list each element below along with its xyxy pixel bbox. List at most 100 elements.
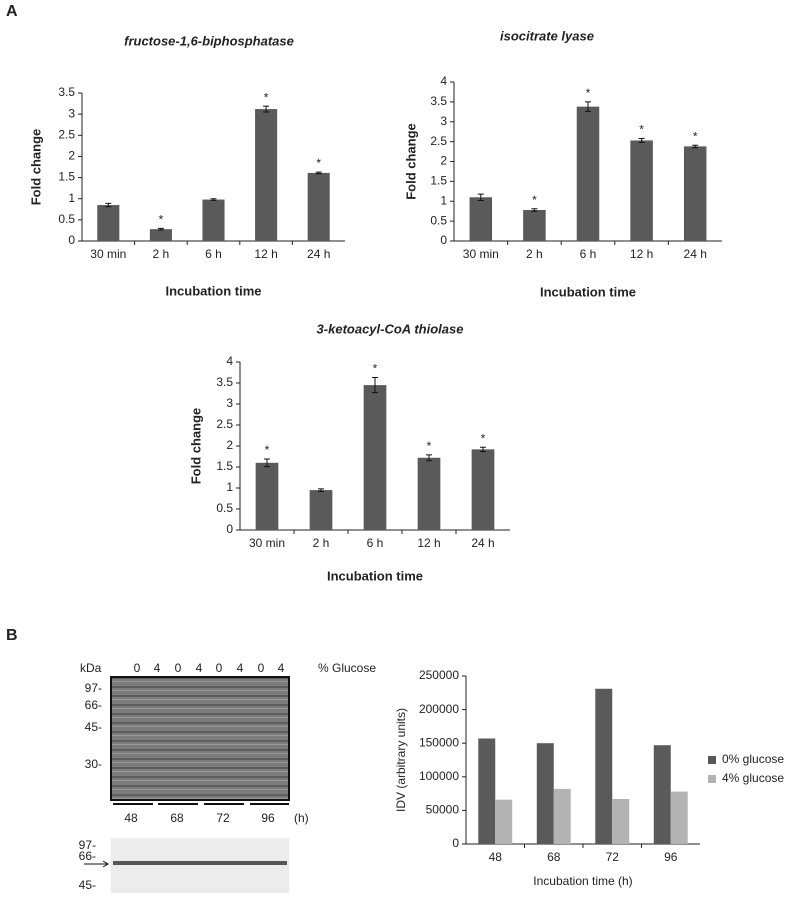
error-bar [157,227,164,231]
bar [307,172,330,241]
time-label: 96 [261,811,275,825]
bar [471,449,495,530]
y-tick-label: 0 [226,522,233,536]
gel-marker: 30- [85,757,102,771]
y-axis-label: IDV (arbitrary units) [394,708,408,812]
x-tick-label: 24 h [684,247,707,261]
y-tick-label: 3 [440,114,447,128]
chart-title: 3-ketoacyl-CoA thiolase [317,321,464,336]
error-bar [477,193,484,201]
error-bar [426,454,432,462]
gel-kda: kDa [80,661,102,675]
significance-marker: * [481,431,486,445]
bar [523,209,546,241]
error-bar [585,101,591,112]
legend-swatch [708,756,716,764]
y-tick-label: 2.5 [430,134,447,148]
y-tick-label: 1 [68,191,75,205]
significance-marker: * [264,90,269,104]
error-bar [480,446,486,452]
lane-label: 4 [237,661,244,675]
lane-label: 0 [216,661,223,675]
y-axis-label: Fold change [403,123,418,200]
x-axis-label: Incubation time [327,568,423,583]
error-bar [315,171,322,175]
panel-label: A [6,3,18,20]
significance-marker: * [159,212,164,226]
y-tick-label: 250000 [419,668,459,682]
significance-marker: * [532,193,537,207]
lane-label: 4 [154,661,161,675]
significance-marker: * [639,123,644,137]
significance-marker: * [427,439,432,453]
x-tick-label: 2 h [153,247,170,261]
y-tick-label: 2.5 [58,127,75,141]
blot-image [111,838,289,893]
y-tick-label: 0 [68,233,75,247]
x-tick-label: 12 h [254,247,277,261]
x-tick-label: 96 [664,850,678,864]
gel-image [110,676,290,801]
y-tick-label: 0 [440,233,447,247]
y-tick-label: 3 [226,396,233,410]
lane-label: 0 [258,661,265,675]
y-tick-label: 3.5 [430,94,447,108]
y-tick-label: 2 [440,154,447,168]
y-tick-label: 2 [226,438,233,452]
error-bar [105,202,112,208]
blot-band [113,861,287,865]
y-axis-label: Fold change [188,408,203,485]
gel-marker: 97- [85,681,102,695]
y-tick-label: 200000 [419,702,459,716]
x-axis-label: Incubation time [540,284,636,299]
x-tick-label: 6 h [205,247,222,261]
bar [553,788,571,844]
error-bar [263,105,270,113]
x-tick-label: 12 h [630,247,653,261]
gel-glucose-label: % Glucose [318,661,376,675]
gel-marker: 45- [85,720,102,734]
y-tick-label: 100000 [419,769,459,783]
legend-label: 4% glucose [722,771,784,785]
y-tick-label: 4 [226,354,233,368]
y-tick-label: 3 [68,106,75,120]
y-tick-label: 0.5 [58,212,75,226]
x-tick-label: 2 h [313,536,330,550]
x-tick-label: 24 h [471,536,494,550]
x-tick-label: 30 min [90,247,126,261]
y-tick-label: 1 [440,193,447,207]
bar [595,688,613,844]
y-tick-label: 0.5 [430,213,447,227]
gel-marker: 66- [85,698,102,712]
x-axis-label: Incubation time [165,283,261,298]
bar [612,798,630,844]
gel: kDa % Glucose 0 4 0 4 0 4 0 4 97- 66- 45… [79,661,376,893]
lane-label: 0 [134,661,141,675]
y-tick-label: 1 [226,480,233,494]
y-tick-label: 150000 [419,735,459,749]
bar [255,109,278,241]
y-tick-label: 3.5 [216,375,233,389]
x-tick-label: 6 h [580,247,597,261]
x-tick-label: 12 h [417,536,440,550]
chart-title: fructose-1,6-biphosphatase [124,33,294,48]
time-label: 68 [170,811,184,825]
error-bar [638,137,645,143]
error-bar [531,208,538,212]
y-tick-label: 1.5 [430,174,447,188]
x-tick-label: 30 min [463,247,499,261]
x-tick-label: 48 [489,850,503,864]
bar [202,199,225,241]
time-label: 72 [216,811,230,825]
bar [670,791,688,844]
error-bar [318,488,324,492]
bar [417,457,441,530]
bar [576,106,600,242]
error-bar [264,458,270,468]
error-bar [692,144,699,149]
y-tick-label: 1.5 [58,170,75,184]
x-tick-label: 72 [606,850,620,864]
time-label: 48 [124,811,138,825]
y-tick-label: 50000 [426,803,460,817]
error-bar [372,377,378,394]
